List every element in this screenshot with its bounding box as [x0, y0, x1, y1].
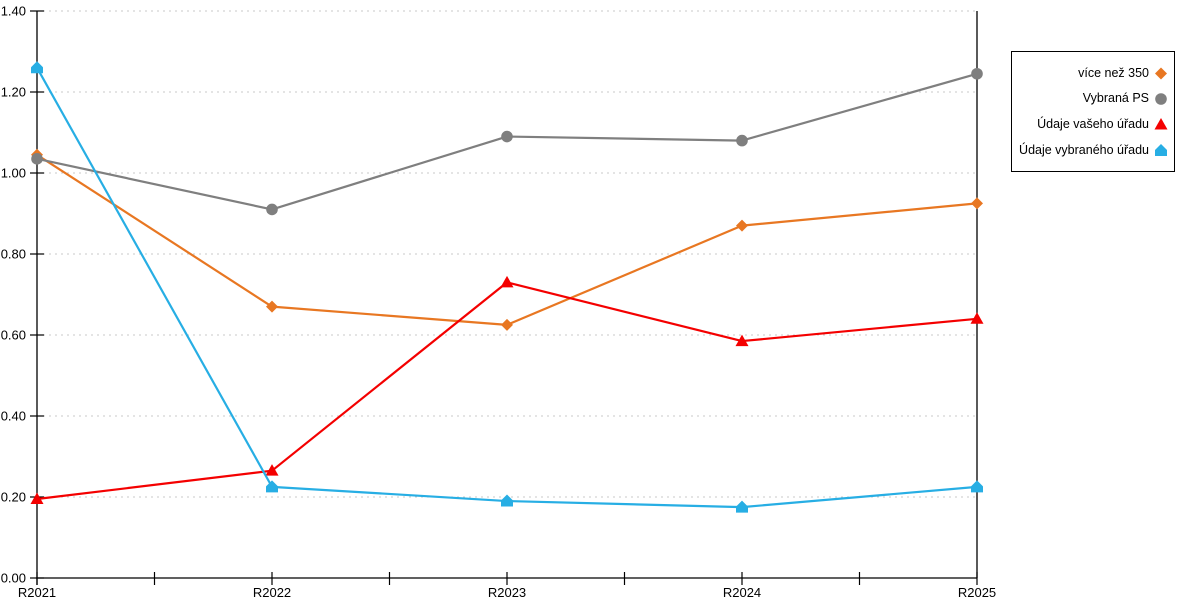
data-point-diamond	[736, 219, 748, 232]
legend-item: Údaje vašeho úřadu	[1012, 117, 1174, 131]
x-tick-label: R2024	[723, 585, 761, 600]
legend-label: Údaje vybraného úřadu	[1019, 142, 1149, 157]
data-point-pentagon	[266, 480, 278, 493]
legend-item: více než 350	[1012, 66, 1174, 80]
data-point-triangle	[500, 275, 514, 288]
y-tick-label: 0.40	[1, 409, 26, 424]
data-point-circle	[501, 130, 513, 143]
data-point-pentagon	[736, 500, 748, 513]
x-tick-label: R2023	[488, 585, 526, 600]
y-tick-label: 0.20	[1, 490, 26, 505]
x-tick-label: R2021	[18, 585, 56, 600]
data-point-pentagon	[31, 61, 43, 74]
data-point-diamond	[266, 300, 278, 313]
data-point-circle	[31, 153, 43, 165]
data-point-pentagon	[501, 494, 513, 507]
data-point-circle	[736, 134, 748, 147]
data-point-triangle	[970, 312, 984, 324]
x-tick-label: R2022	[253, 585, 291, 600]
legend-label: Vybraná PS	[1082, 91, 1149, 106]
legend-marker-pentagon-icon	[1155, 144, 1167, 157]
legend-marker-circle-icon	[1155, 92, 1167, 105]
data-point-diamond	[971, 197, 983, 210]
y-tick-label: 1.00	[1, 166, 26, 181]
legend-marker-diamond-icon	[1155, 67, 1167, 80]
y-tick-label: 1.40	[1, 4, 26, 19]
legend-label: více než 350	[1078, 65, 1149, 80]
data-point-diamond	[501, 318, 513, 331]
line-chart: 0.00 0.20 0.40 0.60 0.80 1.00 1.20 1.40 R2021 R20…	[1, 4, 996, 600]
legend-marker-triangle-icon	[1154, 118, 1168, 130]
data-point-triangle	[265, 464, 279, 476]
x-tick-label: R2025	[958, 585, 996, 600]
y-tick-label: 0.80	[1, 247, 26, 262]
data-point-triangle	[735, 334, 749, 347]
series-line	[36, 153, 978, 326]
data-point-pentagon	[971, 480, 983, 493]
data-point-triangle	[30, 492, 44, 505]
chart-legend: více než 350 Vybraná PS Údaje vašeho úřadu…	[1011, 51, 1175, 172]
data-point-circle	[971, 67, 983, 80]
legend-label: Údaje vašeho úřadu	[1037, 117, 1149, 132]
y-tick-label: 0.00	[1, 571, 26, 586]
data-point-circle	[266, 203, 278, 216]
legend-item: Údaje vybraného úřadu	[1012, 143, 1174, 157]
legend-item: Vybraná PS	[1012, 92, 1174, 106]
y-tick-label: 0.60	[1, 328, 26, 343]
series-line	[36, 281, 978, 501]
y-tick-label: 1.20	[1, 85, 26, 100]
